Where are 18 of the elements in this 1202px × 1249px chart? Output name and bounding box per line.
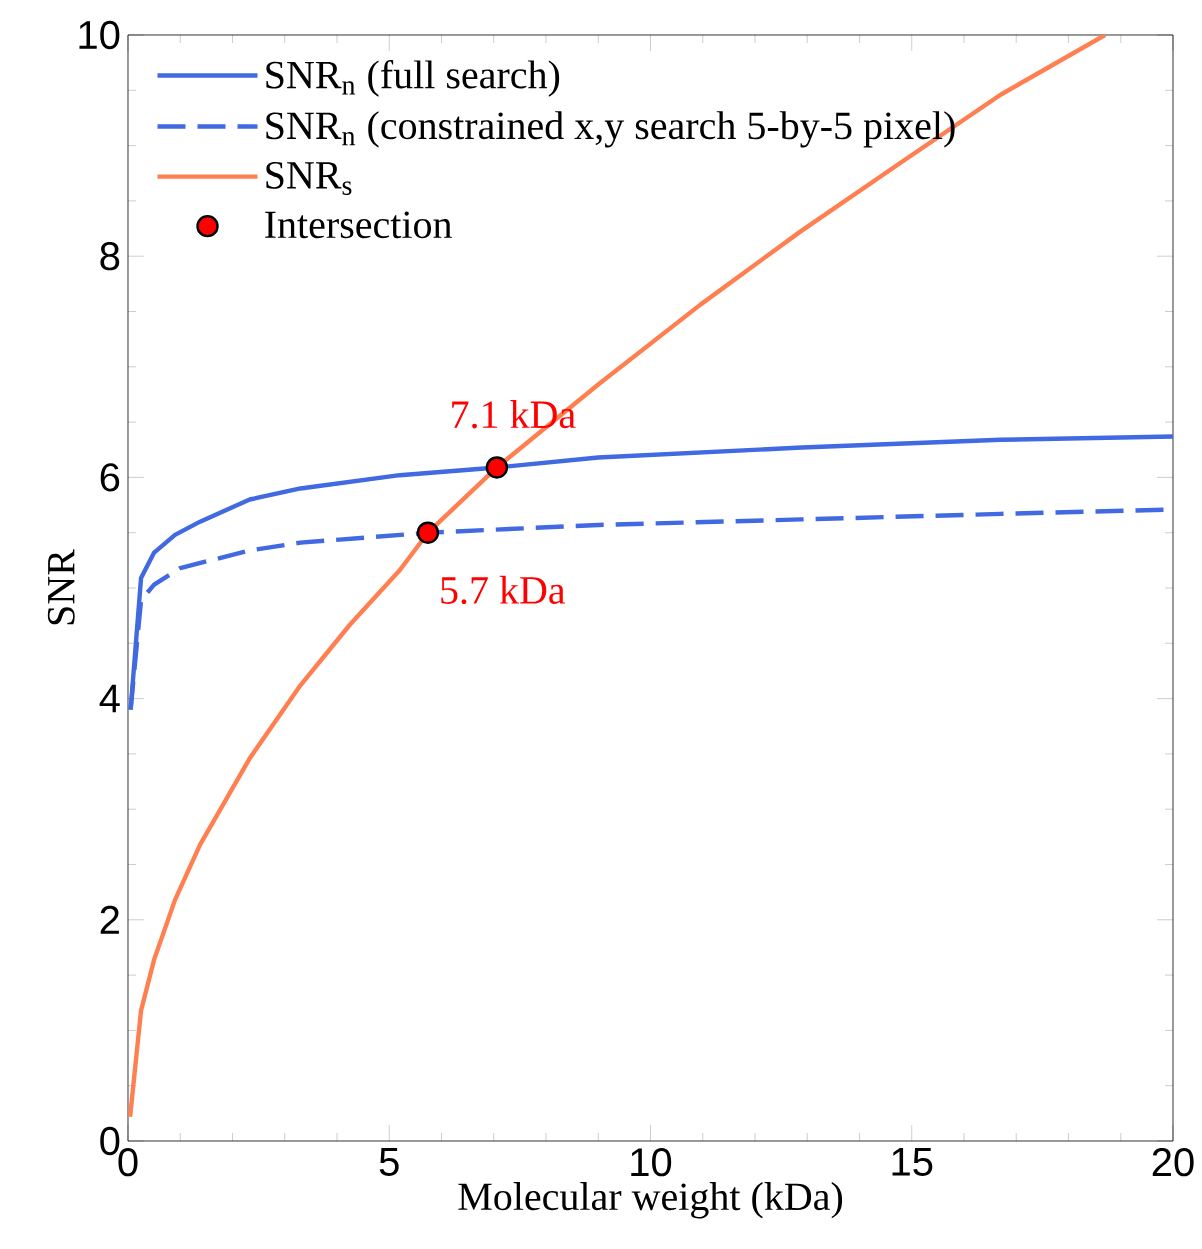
x-axis-title: Molecular weight (kDa)	[458, 1182, 843, 1219]
x-tick-label: 0	[118, 1148, 138, 1177]
annotation: 5.7 kDa	[441, 575, 566, 605]
x-tick-label: 10	[631, 1148, 672, 1177]
legend-label: SNR$_{n}$ (full search)	[266, 59, 560, 97]
x-tick-label: 15	[892, 1148, 933, 1176]
y-tick-label: 2	[100, 905, 119, 934]
legend-label: Intersection	[265, 211, 452, 239]
y-tick-label: 10	[79, 20, 120, 50]
y-tick-label: 8	[100, 242, 120, 271]
x-tick-label: 5	[379, 1148, 399, 1176]
y-tick-label: 4	[99, 684, 120, 713]
y-axis-title: SNR	[47, 549, 75, 625]
y-tick-label: 0	[100, 1126, 120, 1156]
legend-label: SNR$_{s}$	[266, 161, 352, 195]
x-tick-label: 20	[1152, 1148, 1194, 1177]
y-tick-label: 6	[100, 463, 120, 492]
legend-label: SNR$_{n}$ (constrained x,y search 5-by-5 pixel)	[266, 111, 955, 148]
